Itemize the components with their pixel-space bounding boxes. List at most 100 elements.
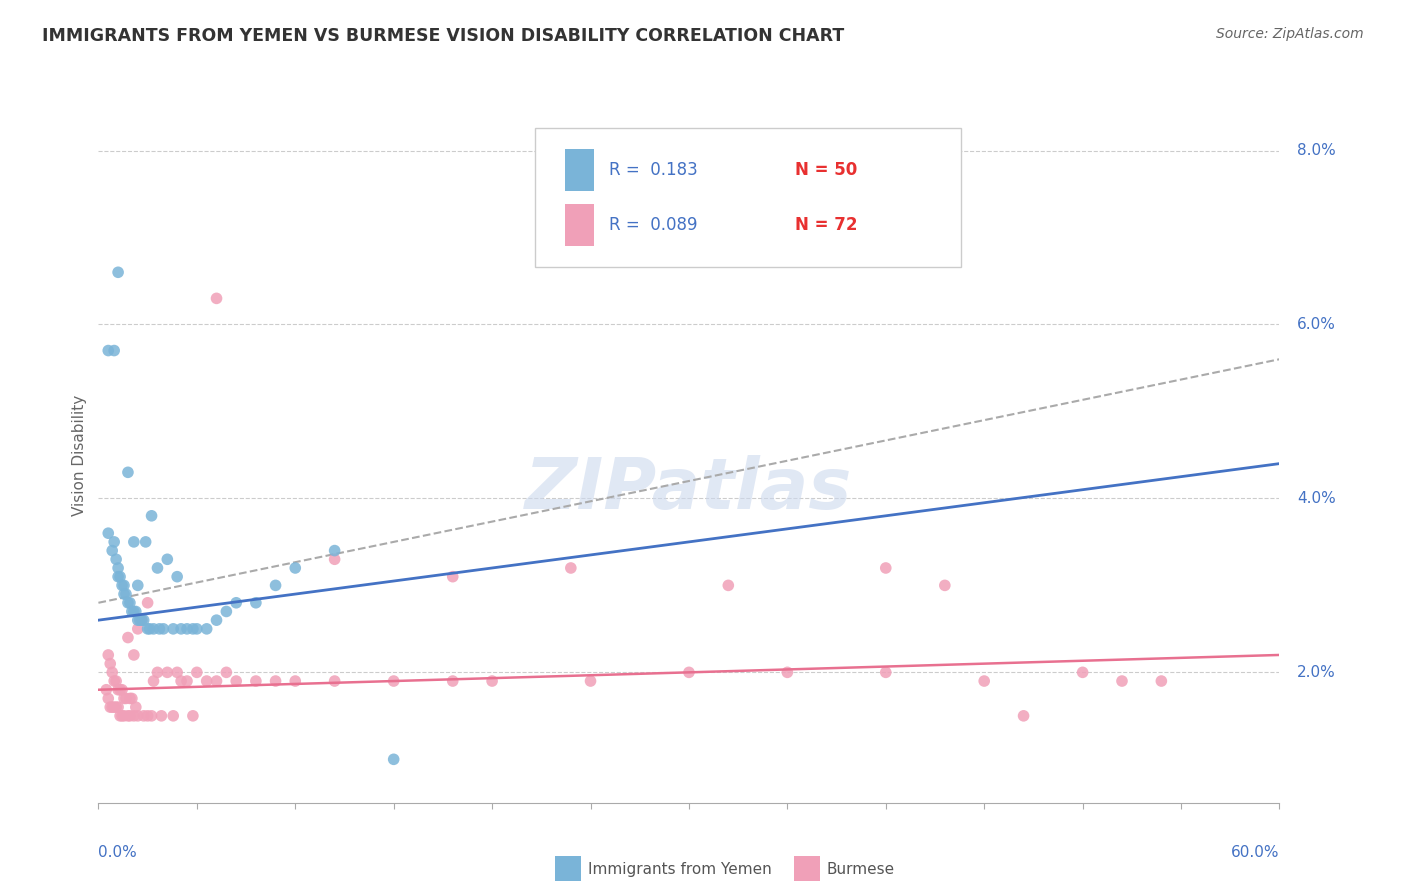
Point [934, 578, 956, 592]
Point [1111, 674, 1133, 689]
Point [441, 674, 464, 689]
Point [105, 674, 128, 689]
Text: 6.0%: 6.0% [1298, 317, 1336, 332]
Point [111, 578, 134, 592]
Point [579, 674, 602, 689]
Point [103, 343, 125, 358]
Point [264, 674, 287, 689]
Point [678, 665, 700, 680]
Point [142, 622, 165, 636]
Point [205, 674, 228, 689]
Point [170, 622, 193, 636]
Point [156, 665, 179, 680]
Point [176, 674, 198, 689]
Point [96, 682, 118, 697]
Point [245, 596, 267, 610]
Point [98, 657, 121, 671]
Point [146, 561, 169, 575]
Point [122, 648, 145, 662]
Point [122, 534, 145, 549]
Point [215, 665, 238, 680]
Point [112, 587, 135, 601]
Point [115, 587, 138, 601]
Text: 60.0%: 60.0% [1232, 845, 1279, 860]
Point [101, 543, 124, 558]
Point [138, 622, 160, 636]
FancyBboxPatch shape [536, 128, 960, 267]
Point [108, 682, 131, 697]
Point [225, 596, 247, 610]
Point [132, 613, 155, 627]
Point [127, 578, 149, 592]
Point [122, 708, 145, 723]
Point [162, 708, 184, 723]
Point [181, 622, 204, 636]
Point [225, 674, 247, 689]
Point [115, 691, 138, 706]
Y-axis label: Vision Disability: Vision Disability [72, 394, 87, 516]
Point [176, 622, 198, 636]
Point [112, 691, 135, 706]
Point [215, 605, 238, 619]
Point [186, 665, 208, 680]
Point [127, 622, 149, 636]
Point [205, 291, 228, 305]
Text: N = 72: N = 72 [796, 217, 858, 235]
Point [284, 561, 307, 575]
Point [128, 613, 150, 627]
Bar [565, 204, 595, 246]
Point [166, 665, 188, 680]
Point [132, 708, 155, 723]
Point [131, 613, 153, 627]
Point [97, 343, 120, 358]
Point [105, 552, 128, 566]
Bar [565, 149, 595, 191]
Point [97, 648, 120, 662]
Point [441, 570, 464, 584]
Point [118, 691, 141, 706]
Point [162, 622, 184, 636]
Point [323, 552, 346, 566]
Point [135, 534, 157, 549]
Text: Burmese: Burmese [827, 863, 894, 877]
Point [141, 508, 163, 523]
Point [131, 613, 153, 627]
Text: Immigrants from Yemen: Immigrants from Yemen [588, 863, 772, 877]
Point [181, 708, 204, 723]
Point [166, 570, 188, 584]
Point [111, 682, 134, 697]
Point [117, 596, 139, 610]
Point [195, 674, 218, 689]
Point [136, 708, 159, 723]
Point [118, 596, 141, 610]
Point [382, 674, 405, 689]
Point [245, 674, 267, 689]
Point [136, 622, 159, 636]
Point [118, 708, 141, 723]
Point [97, 526, 120, 541]
Text: 4.0%: 4.0% [1298, 491, 1336, 506]
Text: 2.0%: 2.0% [1298, 665, 1336, 680]
Point [117, 631, 139, 645]
Text: IMMIGRANTS FROM YEMEN VS BURMESE VISION DISABILITY CORRELATION CHART: IMMIGRANTS FROM YEMEN VS BURMESE VISION … [42, 27, 845, 45]
Point [481, 674, 503, 689]
Point [111, 708, 134, 723]
Point [127, 613, 149, 627]
Point [121, 605, 143, 619]
Point [205, 613, 228, 627]
Point [108, 708, 131, 723]
Point [148, 622, 170, 636]
Point [103, 700, 125, 714]
Point [875, 561, 897, 575]
Point [560, 561, 582, 575]
Point [1071, 665, 1094, 680]
Point [107, 682, 129, 697]
Text: R =  0.183: R = 0.183 [609, 161, 697, 178]
Point [103, 674, 125, 689]
Point [101, 665, 124, 680]
Point [107, 561, 129, 575]
Point [284, 674, 307, 689]
Point [195, 622, 218, 636]
Point [112, 708, 135, 723]
Text: Source: ZipAtlas.com: Source: ZipAtlas.com [1216, 27, 1364, 41]
